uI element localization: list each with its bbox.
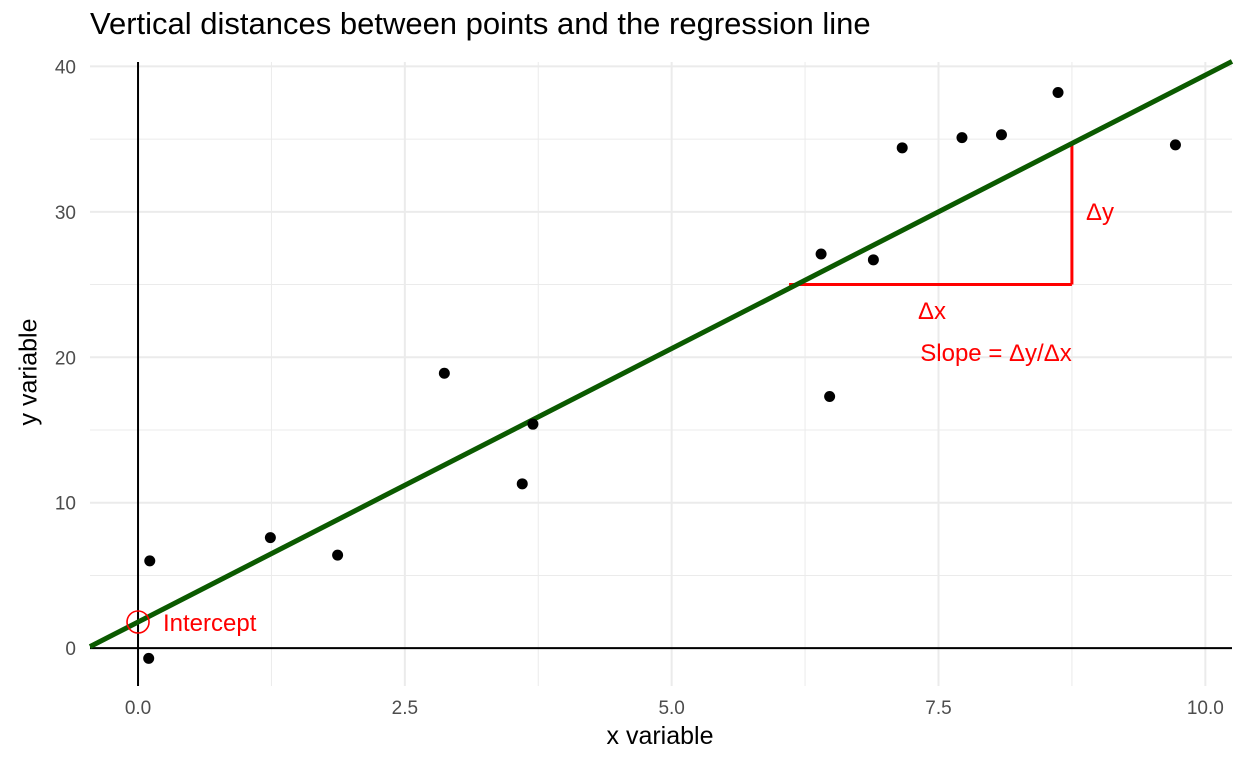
grid xyxy=(90,62,1232,686)
data-point xyxy=(1052,87,1064,99)
data-point xyxy=(143,652,155,664)
x-tick-label: 2.5 xyxy=(392,698,418,719)
data-point xyxy=(896,142,908,154)
intercept-label: Intercept xyxy=(163,610,257,637)
regression-line-group xyxy=(88,59,1234,649)
data-point xyxy=(264,532,276,544)
data-point xyxy=(995,129,1007,141)
intercept-marker xyxy=(126,610,150,634)
data-point xyxy=(438,367,450,379)
tick-labels: 0.0 2.5 5.0 7.5 10.0 0 10 20 30 40 xyxy=(55,57,1224,719)
y-tick-label: 10 xyxy=(55,494,76,515)
delta-y-label: Δy xyxy=(1086,199,1114,226)
slope-label: Slope = Δy/Δx xyxy=(920,340,1071,367)
data-point xyxy=(956,132,968,144)
y-tick-label: 20 xyxy=(55,348,76,369)
data-point xyxy=(824,391,836,403)
delta-x-label: Δx xyxy=(918,298,946,325)
data-points xyxy=(143,87,1181,664)
y-tick-label: 0 xyxy=(65,639,76,660)
chart-title: Vertical distances between points and th… xyxy=(90,6,871,41)
data-point xyxy=(867,254,879,266)
data-point xyxy=(527,418,539,430)
annotations: Intercept Δy Δx Slope = Δy/Δx xyxy=(126,199,1114,637)
y-tick-label: 30 xyxy=(55,203,76,224)
x-tick-label: 7.5 xyxy=(925,698,951,719)
slope-triangle xyxy=(789,143,1074,287)
regression-line xyxy=(88,59,1234,649)
data-point xyxy=(1169,139,1181,151)
data-point xyxy=(332,549,344,561)
x-tick-label: 5.0 xyxy=(658,698,684,719)
y-tick-label: 40 xyxy=(55,57,76,78)
data-point xyxy=(516,478,528,490)
x-tick-label: 10.0 xyxy=(1187,698,1224,719)
data-point xyxy=(144,555,156,567)
x-axis-label: x variable xyxy=(606,722,714,750)
data-point xyxy=(815,248,827,260)
axis-lines xyxy=(90,62,1232,686)
x-tick-label: 0.0 xyxy=(125,698,151,719)
